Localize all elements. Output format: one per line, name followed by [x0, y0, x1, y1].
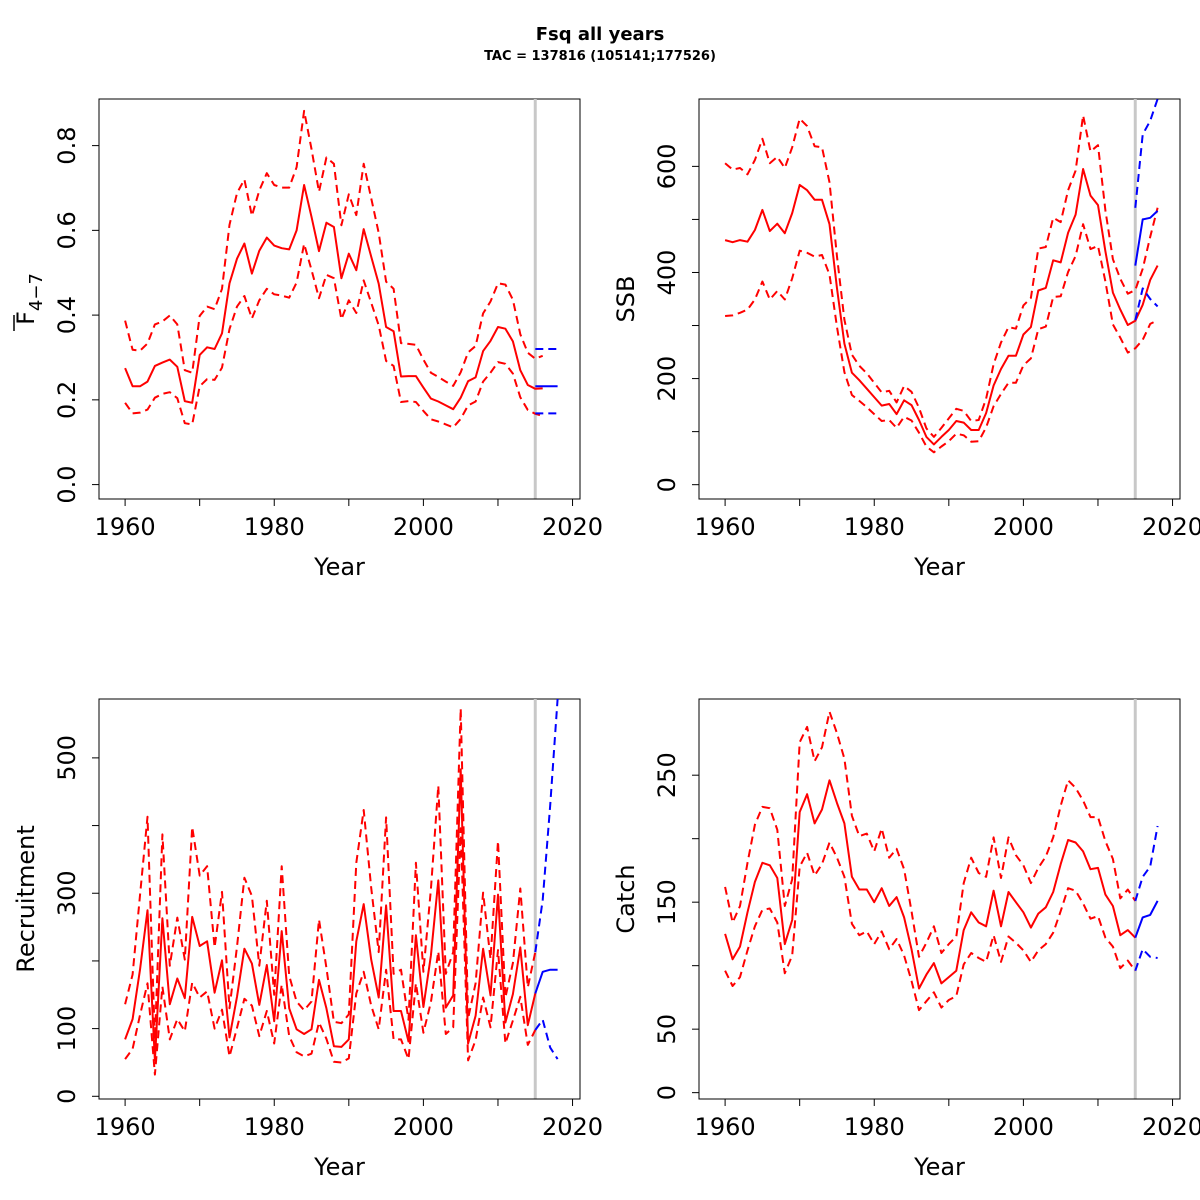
catch-estimate-line — [724, 779, 1137, 990]
ssb-x-axis-title: Year — [913, 553, 965, 581]
recruitment-lower-line — [124, 827, 537, 1076]
fbar-series-group — [124, 109, 558, 429]
figure-title: Fsq all years — [536, 24, 665, 45]
ssb-estimate-line — [724, 168, 1159, 446]
recruitment-x-tick-label: 2020 — [542, 1113, 603, 1141]
ssb-forecast-line — [1134, 210, 1159, 266]
ssb-forecast_lower-line — [1134, 287, 1159, 321]
ssb-lower-line — [725, 223, 1159, 454]
fbar-y-tick-label: 0.6 — [53, 211, 81, 249]
fbar-y-tick-label: 0.8 — [53, 127, 81, 165]
catch-y-tick-label: 0 — [653, 1085, 681, 1100]
recruitment-forecast-line — [534, 968, 558, 994]
catch-forecast-line — [1134, 900, 1159, 939]
ssb-y-tick-label: 400 — [653, 250, 681, 296]
catch-y-tick-label: 250 — [653, 752, 681, 798]
catch-x-tick-label: 1980 — [844, 1113, 905, 1141]
recruitment-y-tick-label: 100 — [53, 1006, 81, 1052]
ssb-y-tick-label: 200 — [653, 356, 681, 402]
fbar-x-tick-label: 2000 — [393, 513, 454, 541]
recruitment-upper-line — [124, 707, 537, 1041]
recruitment-x-tick-label: 1960 — [95, 1113, 156, 1141]
ssb-forecast_upper-line — [1134, 99, 1159, 208]
ssb-y-tick-label: 0 — [653, 477, 681, 492]
recruitment-y-axis-title: Recruitment — [12, 825, 40, 972]
recruitment-forecast_upper-line — [534, 699, 559, 953]
ssb-upper-line — [724, 114, 1159, 438]
catch-series-group — [724, 710, 1159, 1012]
recruitment-panel: 1960 1980 2000 2020 Year 0 100 300 500 Recruitmen… — [12, 698, 603, 1181]
fbar-x-tick-label: 2020 — [542, 513, 603, 541]
catch-x-tick-label: 2000 — [993, 1113, 1054, 1141]
recruitment-series-group — [124, 699, 559, 1076]
recruitment-y-tick-label: 500 — [53, 735, 81, 781]
fbar-x-axis-title: Year — [313, 553, 365, 581]
fbar-x-tick-label: 1980 — [244, 513, 305, 541]
figure-subtitle: TAC = 137816 (105141;177526) — [484, 49, 716, 64]
catch-forecast_upper-line — [1134, 825, 1159, 902]
recruitment-x-tick-label: 2000 — [393, 1113, 454, 1141]
catch-y-tick-label: 50 — [653, 1014, 681, 1045]
ssb-x-tick-label: 2020 — [1142, 513, 1200, 541]
recruitment-y-tick-label: 300 — [53, 870, 81, 916]
catch-x-tick-label: 2020 — [1142, 1113, 1200, 1141]
ssb-series-group — [724, 99, 1159, 454]
fbar-y-axis-title: F4−7 — [12, 273, 47, 325]
ssb-x-tick-label: 2000 — [993, 513, 1054, 541]
recruitment-forecast_lower-line — [534, 1018, 559, 1060]
ssb-y-tick-label: 600 — [653, 143, 681, 189]
ssb-y-axis-title: SSB — [612, 276, 640, 323]
catch-upper-line — [724, 710, 1137, 958]
fbar-y-tick-label: 0.4 — [53, 296, 81, 334]
ssb-x-tick-label: 1960 — [695, 513, 756, 541]
fbar-y-tick-label: 0.2 — [53, 381, 81, 419]
catch-lower-line — [724, 841, 1137, 1012]
catch-y-axis-title: Catch — [612, 864, 640, 933]
ssb-x-tick-label: 1980 — [844, 513, 905, 541]
ssb-panel: 1960 1980 2000 2020 Year 0 200 400 600 SSB — [612, 98, 1200, 581]
catch-x-axis-title: Year — [913, 1153, 965, 1181]
recruitment-x-axis-title: Year — [313, 1153, 365, 1181]
fbar-estimate-line — [124, 184, 543, 411]
fbar-y-axis-title-subscript: 4−7 — [26, 273, 47, 311]
catch-x-tick-label: 1960 — [695, 1113, 756, 1141]
fbar-x-tick-label: 1960 — [95, 513, 156, 541]
fbar-panel: 1960 1980 2000 2020 Year 0.0 0.2 0.4 0.6 0.8 F4−7 — [12, 98, 603, 581]
catch-y-tick-label: 150 — [653, 879, 681, 925]
recruitment-y-tick-label: 0 — [53, 1089, 81, 1104]
fbar-lower-line — [124, 242, 543, 429]
fbar-y-tick-label: 0.0 — [53, 466, 81, 504]
fbar-upper-line — [124, 109, 544, 387]
fbar-y-axis-title-main: F — [12, 311, 40, 325]
catch-panel: 1960 1980 2000 2020 Year 0 50 150 250 Catch — [612, 698, 1200, 1181]
recruitment-x-tick-label: 1980 — [244, 1113, 305, 1141]
catch-forecast_lower-line — [1134, 948, 1158, 972]
